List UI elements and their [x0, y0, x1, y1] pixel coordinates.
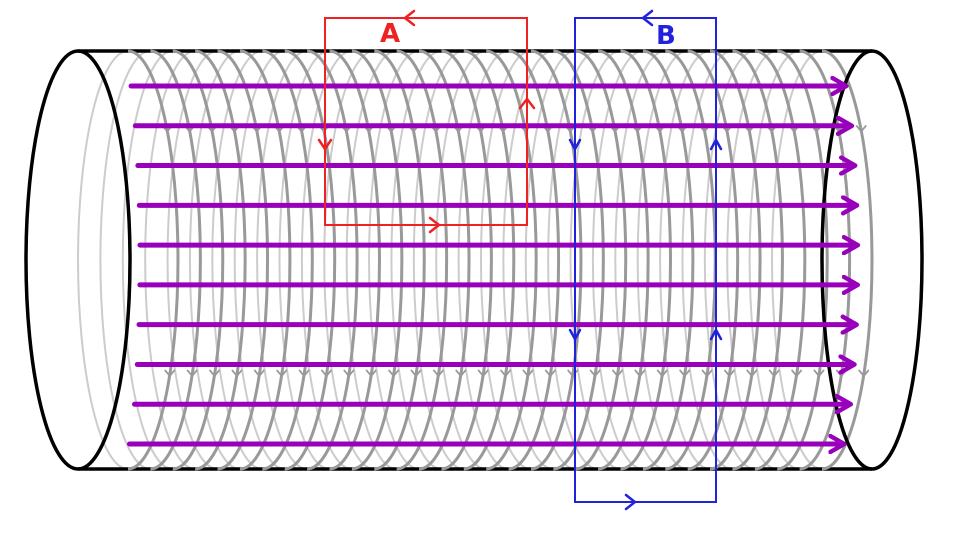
winding-current-arrow [611, 369, 624, 378]
loop-b-rect [574, 17, 717, 503]
winding-current-arrow [723, 369, 736, 378]
winding-current-arrow [253, 369, 265, 378]
loop-b-arrow-top [640, 9, 654, 27]
winding-current-arrow [656, 369, 668, 378]
winding-current-arrow [455, 369, 467, 378]
winding-current-arrow [499, 369, 512, 378]
amperian-loop-a: A [317, 9, 536, 234]
winding-current-arrow [858, 369, 870, 378]
loop-a-arrow-right [518, 96, 536, 110]
loop-a-label: A [380, 19, 400, 49]
winding-current-arrow [164, 369, 176, 378]
winding-current-arrow [813, 369, 825, 378]
winding-current-arrow [477, 369, 489, 378]
loop-b-arrow-right-2 [709, 327, 723, 341]
loop-b-label: B [656, 21, 676, 51]
winding-current-arrow [410, 369, 422, 378]
winding-current-arrow [298, 369, 310, 378]
loop-b-arrow-left-1 [568, 138, 582, 152]
winding-current-arrow [231, 369, 243, 378]
winding-current-arrow [790, 369, 803, 378]
loop-a-arrow-left [317, 138, 333, 152]
loop-b-arrow-bottom [624, 493, 638, 511]
loop-a-arrow-bottom [428, 216, 442, 234]
winding-back-arc [99, 50, 151, 470]
winding-current-arrow [567, 369, 579, 378]
winding-current-arrow [768, 369, 780, 378]
field-lines [126, 86, 853, 444]
winding-current-arrow [320, 369, 333, 378]
winding-current-arrow [522, 369, 534, 378]
winding-current-arrow [701, 369, 713, 378]
loop-b-arrow-left-2 [568, 328, 582, 342]
amperian-loop-b: B [568, 9, 723, 511]
winding-current-arrow [544, 369, 557, 378]
winding-current-arrow [746, 369, 758, 378]
right-end-cap [820, 49, 924, 471]
winding-current-arrow [276, 369, 288, 378]
winding-current-arrow [678, 369, 691, 378]
winding-current-arrow [432, 369, 445, 378]
winding-current-arrow [589, 369, 601, 378]
loop-a-rect [324, 17, 528, 226]
loop-b-arrow-right-1 [709, 137, 723, 151]
winding-current-arrow [208, 369, 221, 378]
winding-back-arc [77, 50, 129, 470]
winding-current-arrow [186, 369, 198, 378]
winding-current-arrow [855, 124, 867, 133]
winding-current-arrow [387, 369, 400, 378]
loop-a-arrow-top [402, 9, 416, 27]
winding-current-arrow [634, 369, 646, 378]
winding-current-arrow [343, 369, 355, 378]
winding-current-arrow [365, 369, 377, 378]
